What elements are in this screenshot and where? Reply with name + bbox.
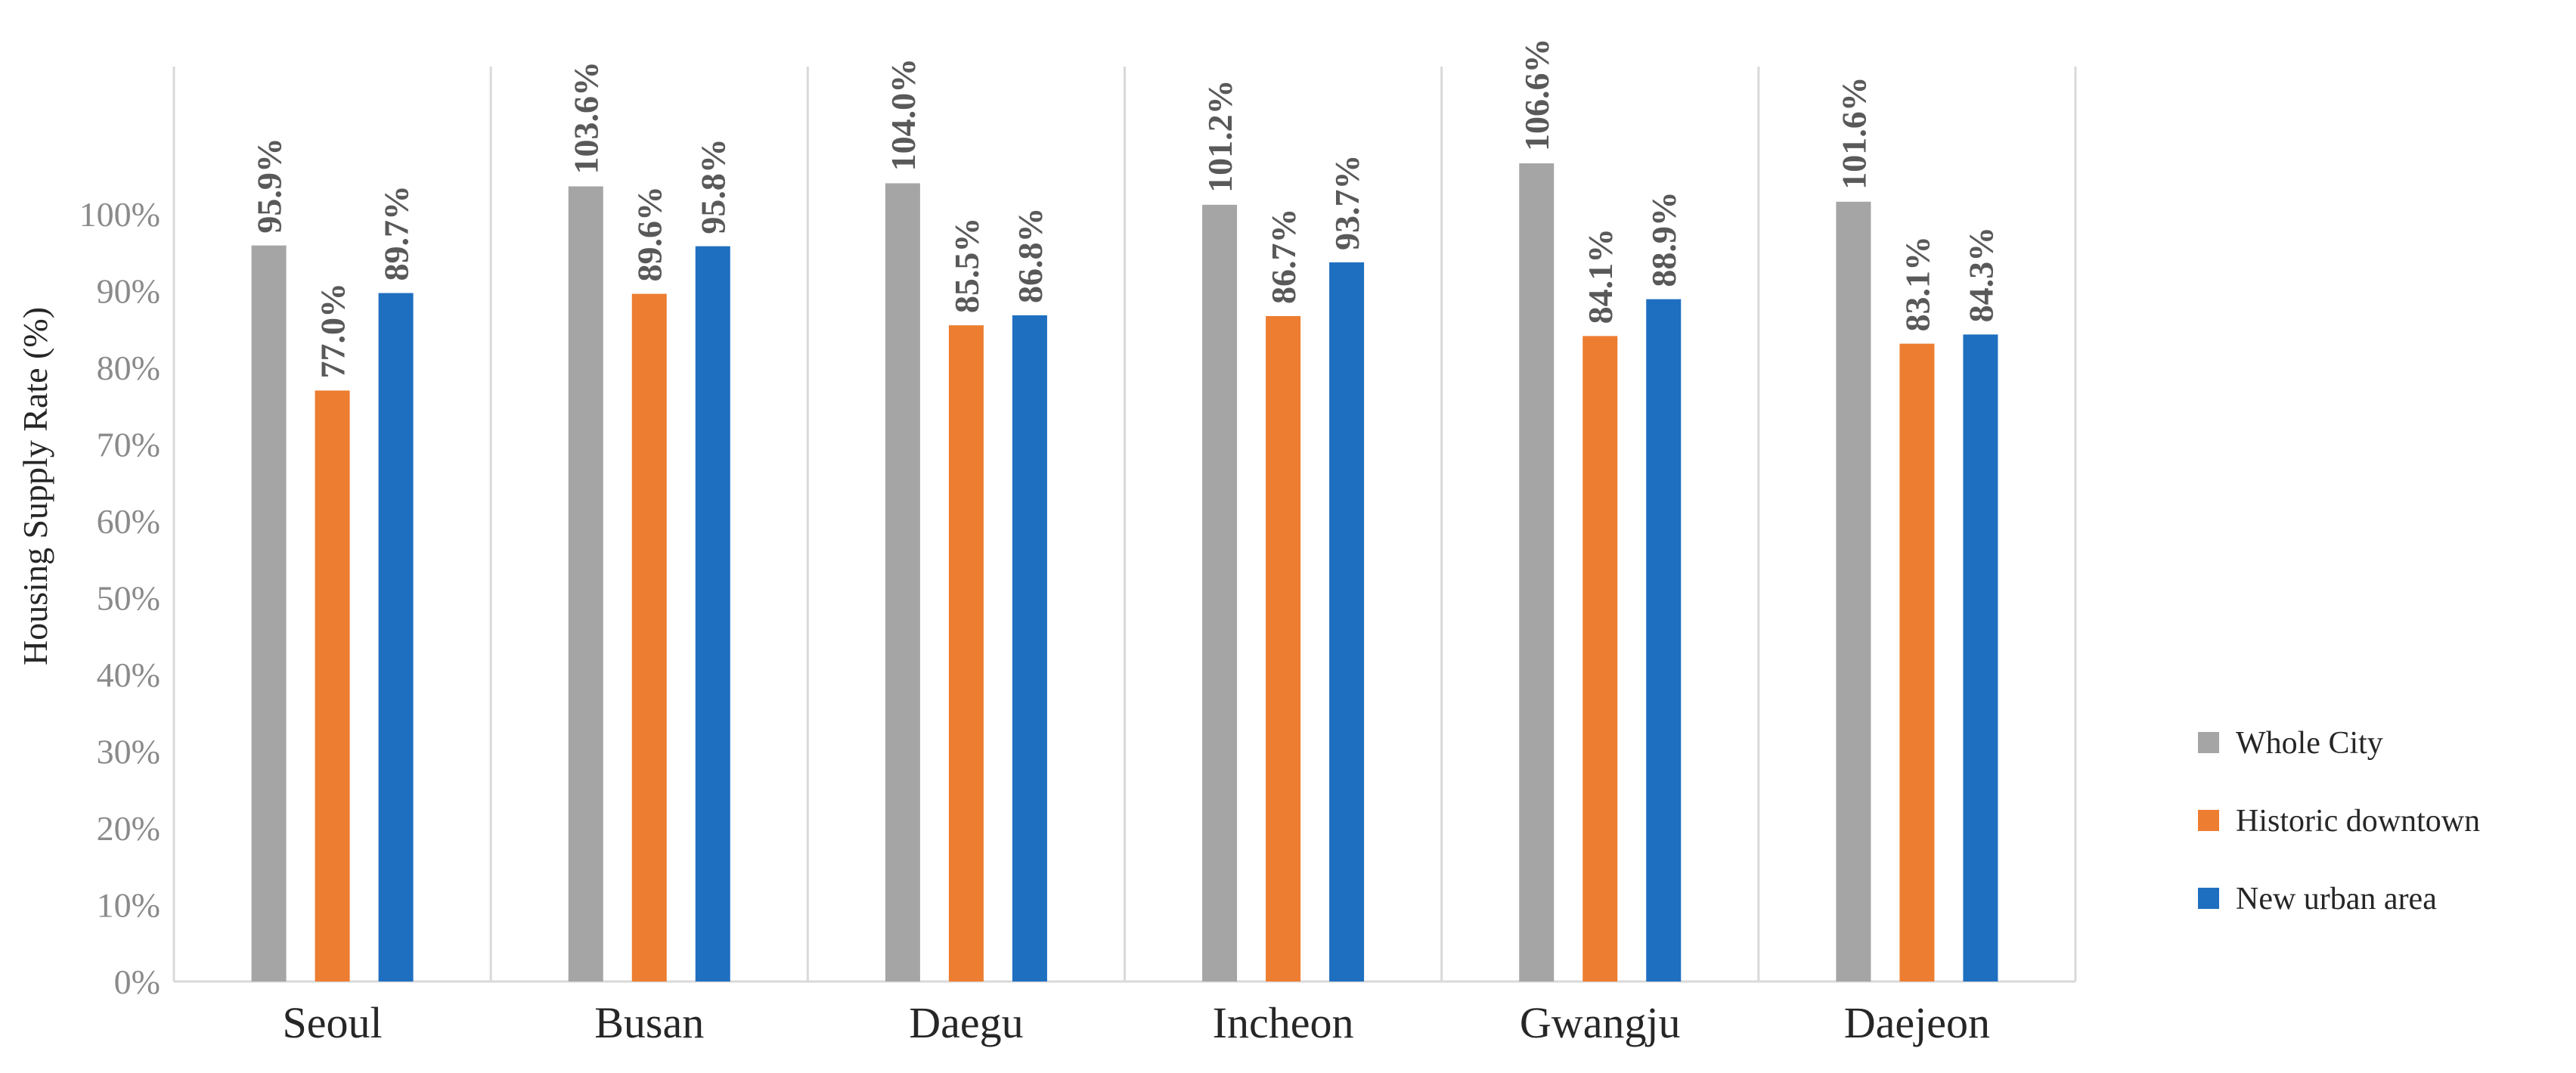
data-label: 104.0% xyxy=(884,58,922,172)
bar xyxy=(1012,315,1047,982)
legend-label: Whole City xyxy=(2236,726,2383,761)
bar xyxy=(1582,336,1618,982)
data-label: 86.7% xyxy=(1264,208,1303,304)
x-category-label: Seoul xyxy=(283,998,383,1047)
legend: Whole City Historic downtown New urban are… xyxy=(2198,726,2480,916)
data-label: 88.9% xyxy=(1644,191,1683,287)
y-tick-label: 70% xyxy=(97,426,160,464)
bars-layer xyxy=(251,163,1998,982)
bar xyxy=(1202,204,1238,982)
data-label: 77.0% xyxy=(314,283,352,379)
data-label: 86.8% xyxy=(1011,207,1049,303)
data-labels-layer: 95.9% 77.0% 89.7% 103.6% 89.6% 95.8% 104.0% 85.… xyxy=(250,39,2001,379)
bar xyxy=(631,293,667,982)
x-axis-categories: Seoul Busan Daegu Incheon Gwangju Daejeon xyxy=(283,998,1991,1047)
y-axis-ticks: 0% 10% 20% 30% 40% 50% 60% 70% 80% 90% 100% xyxy=(79,195,160,1001)
y-tick-label: 20% xyxy=(97,809,160,848)
bar xyxy=(1266,315,1301,982)
x-category-label: Daegu xyxy=(909,998,1023,1047)
data-label: 89.7% xyxy=(377,185,416,281)
data-label: 84.1% xyxy=(1581,228,1620,324)
x-category-label: Gwangju xyxy=(1520,998,1681,1047)
y-tick-label: 10% xyxy=(97,886,160,925)
y-tick-label: 60% xyxy=(97,502,160,541)
bar xyxy=(251,245,287,982)
y-tick-label: 50% xyxy=(97,579,160,618)
data-label: 95.8% xyxy=(694,138,733,234)
bar xyxy=(315,390,350,982)
legend-swatch xyxy=(2198,732,2219,753)
y-tick-label: 0% xyxy=(114,963,160,1001)
data-label: 83.1% xyxy=(1898,236,1936,332)
y-tick-label: 100% xyxy=(79,195,160,234)
bar xyxy=(568,186,603,982)
y-axis-title: Housing Supply Rate (%) xyxy=(16,307,54,665)
data-label: 89.6% xyxy=(631,186,669,282)
data-label: 84.3% xyxy=(1961,227,2000,323)
data-label: 103.6% xyxy=(567,61,606,175)
y-tick-label: 30% xyxy=(97,733,160,771)
y-tick-label: 90% xyxy=(97,272,160,311)
bar xyxy=(1963,334,1998,982)
bar xyxy=(1646,299,1682,982)
bar xyxy=(1519,163,1555,982)
y-tick-label: 40% xyxy=(97,656,160,694)
bar xyxy=(885,183,920,982)
x-category-label: Incheon xyxy=(1213,998,1354,1047)
bar xyxy=(378,293,414,982)
legend-swatch xyxy=(2198,810,2219,831)
data-label: 95.9% xyxy=(250,138,289,234)
bar xyxy=(1836,201,1871,982)
grid-layer xyxy=(172,67,2077,983)
bar xyxy=(948,325,984,982)
bar xyxy=(1899,343,1935,982)
bar xyxy=(1329,262,1365,982)
data-label: 85.5% xyxy=(947,218,986,314)
x-category-label: Busan xyxy=(594,998,704,1047)
bar xyxy=(695,246,730,982)
legend-label: Historic downtown xyxy=(2236,804,2480,839)
y-tick-label: 80% xyxy=(97,349,160,387)
data-label: 106.6% xyxy=(1517,39,1556,152)
data-label: 101.2% xyxy=(1201,79,1239,193)
x-category-label: Daejeon xyxy=(1844,998,1990,1047)
data-label: 101.6% xyxy=(1834,76,1873,190)
legend-swatch xyxy=(2198,888,2219,909)
legend-label: New urban area xyxy=(2236,882,2437,916)
data-label: 93.7% xyxy=(1328,154,1366,250)
